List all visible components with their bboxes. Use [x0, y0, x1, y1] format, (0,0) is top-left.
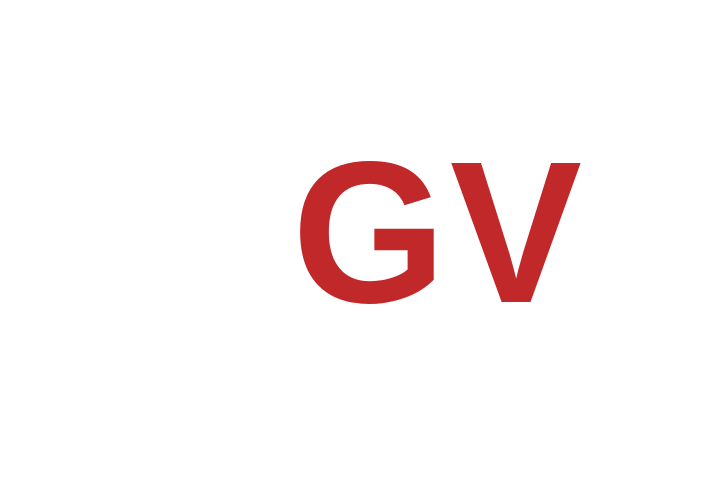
- gv-logo: GV: [292, 131, 592, 333]
- logo-text: GV: [292, 119, 586, 345]
